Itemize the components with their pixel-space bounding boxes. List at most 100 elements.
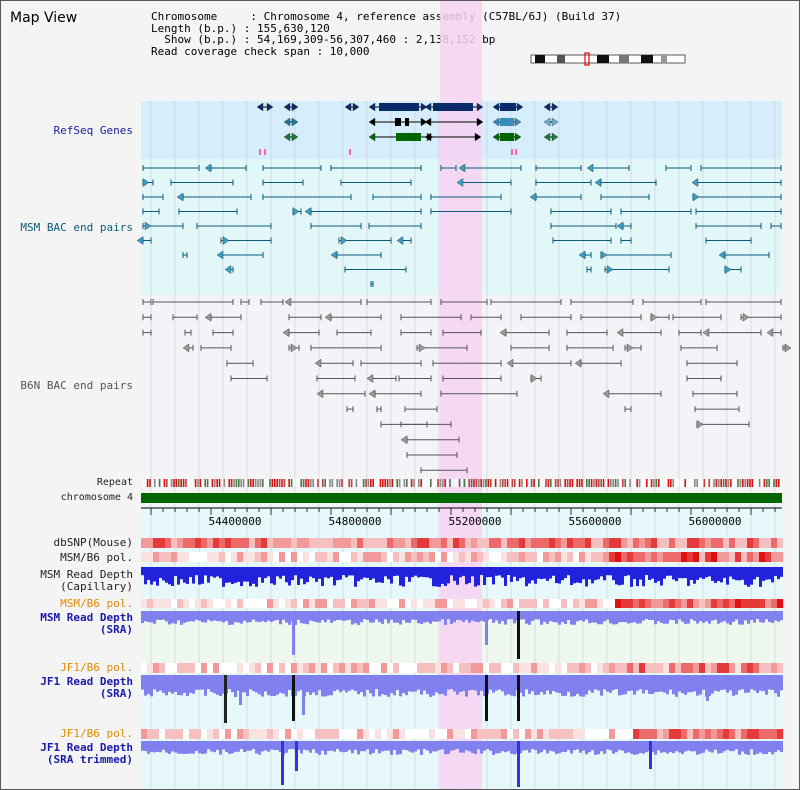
heat-cell	[771, 663, 778, 673]
depth-bar	[498, 741, 501, 754]
track-label-msm-bac[interactable]: MSM BAC end pairs	[20, 221, 133, 234]
heat-cell	[705, 552, 712, 562]
repeat-element	[466, 479, 468, 487]
heat-cell	[753, 663, 760, 673]
depth-bar	[162, 675, 165, 693]
heat-cell	[729, 538, 736, 548]
msm-bac-end-pairs[interactable]	[136, 163, 782, 287]
track-label-jf1-b6-pol-trim[interactable]: JF1/B6 pol.	[60, 727, 133, 740]
heat-cell	[549, 599, 556, 608]
depth-bar	[468, 567, 471, 583]
track-label-jf1-depth-trimmed[interactable]: JF1 Read Depth (SRA trimmed)	[40, 741, 133, 766]
heat-cell	[141, 599, 148, 608]
repeat-element	[180, 479, 182, 487]
depth-bar	[498, 567, 501, 576]
repeat-element	[425, 479, 427, 487]
heat-cell	[225, 599, 232, 608]
repeat-element	[475, 479, 478, 487]
track-label-b6n-bac[interactable]: B6N BAC end pairs	[20, 379, 133, 392]
depth-bar	[684, 675, 687, 695]
repeat-element	[317, 479, 319, 487]
depth-bar	[378, 567, 381, 583]
repeat-element	[569, 479, 571, 487]
depth-bar	[150, 675, 153, 697]
track-label-refseq[interactable]: RefSeq Genes	[53, 124, 133, 137]
b6n-bac-end-pairs[interactable]	[142, 297, 792, 474]
repeat-element	[492, 479, 494, 487]
depth-bar	[180, 741, 183, 754]
heat-cell	[663, 599, 670, 608]
heat-cell	[261, 599, 268, 608]
depth-bar	[525, 567, 528, 587]
track-label-jf1-b6-pol[interactable]: JF1/B6 pol.	[60, 661, 133, 674]
repeat-element	[274, 479, 276, 487]
depth-bar	[513, 611, 516, 624]
depth-bar	[654, 741, 657, 755]
depth-spike	[281, 741, 284, 785]
depth-spike	[517, 675, 520, 721]
track-label-msm-b6-pol[interactable]: MSM/B6 pol.	[60, 551, 133, 564]
track-label-chromosome[interactable]: chromosome 4	[60, 492, 133, 503]
repeat-element	[408, 479, 410, 487]
depth-bar	[498, 611, 501, 624]
heat-cell	[303, 599, 310, 608]
depth-bar	[777, 611, 780, 622]
heat-cell	[507, 663, 514, 673]
depth-bar	[168, 675, 171, 692]
depth-bar	[540, 675, 543, 693]
depth-bar	[630, 567, 633, 587]
heat-cell	[351, 663, 358, 673]
heat-cell	[273, 729, 280, 739]
track-label-jf1-depth-sra[interactable]: JF1 Read Depth (SRA)	[40, 675, 133, 700]
heat-cell	[537, 538, 544, 548]
depth-bar	[444, 675, 447, 696]
repeat-element	[348, 479, 350, 487]
heat-cell	[717, 729, 724, 739]
depth-bar	[189, 567, 192, 578]
heat-cell	[675, 663, 682, 673]
depth-bar	[579, 611, 582, 621]
heat-cell	[663, 552, 670, 562]
depth-bar	[465, 741, 468, 751]
depth-bar	[441, 611, 444, 620]
refseq-gene-glyphs[interactable]	[256, 102, 559, 155]
heat-cell	[639, 538, 646, 548]
depth-bar	[453, 675, 456, 692]
depth-bar	[354, 741, 357, 750]
track-label-dbsnp[interactable]: dbSNP(Mouse)	[53, 536, 133, 549]
heat-cell	[429, 538, 436, 548]
depth-bar	[618, 741, 621, 750]
end-marker	[586, 163, 594, 173]
end-marker	[606, 265, 614, 274]
depth-bar	[522, 675, 525, 697]
depth-bar	[690, 675, 693, 693]
end-marker	[216, 250, 224, 260]
depth-bar	[423, 567, 426, 578]
heat-cell	[315, 552, 322, 562]
depth-bar	[597, 567, 600, 580]
heat-cell	[615, 663, 622, 673]
repeat-element	[670, 479, 672, 487]
depth-bar	[528, 611, 531, 625]
depth-bar	[609, 611, 612, 624]
heat-cell	[231, 538, 238, 548]
depth-bar	[177, 567, 180, 585]
depth-bar	[234, 675, 237, 697]
track-label-msm-depth-capillary[interactable]: MSM Read Depth (Capillary)	[40, 568, 133, 593]
heat-cell	[327, 599, 334, 608]
depth-bar	[444, 567, 447, 586]
track-label-msm-depth-sra[interactable]: MSM Read Depth (SRA)	[40, 611, 133, 636]
depth-bar	[624, 741, 627, 754]
depth-bar	[501, 611, 504, 622]
heat-cell	[165, 552, 172, 562]
depth-bar	[357, 741, 360, 755]
depth-bar	[378, 675, 381, 697]
depth-bar	[645, 675, 648, 690]
snp-marker	[511, 149, 513, 155]
track-label-repeat[interactable]: Repeat	[96, 477, 133, 488]
track-label-msm-b6-pol-sra[interactable]: MSM/B6 pol.	[60, 597, 133, 610]
heat-cell	[159, 552, 166, 562]
heat-cell	[693, 729, 700, 739]
depth-bar	[702, 741, 705, 753]
